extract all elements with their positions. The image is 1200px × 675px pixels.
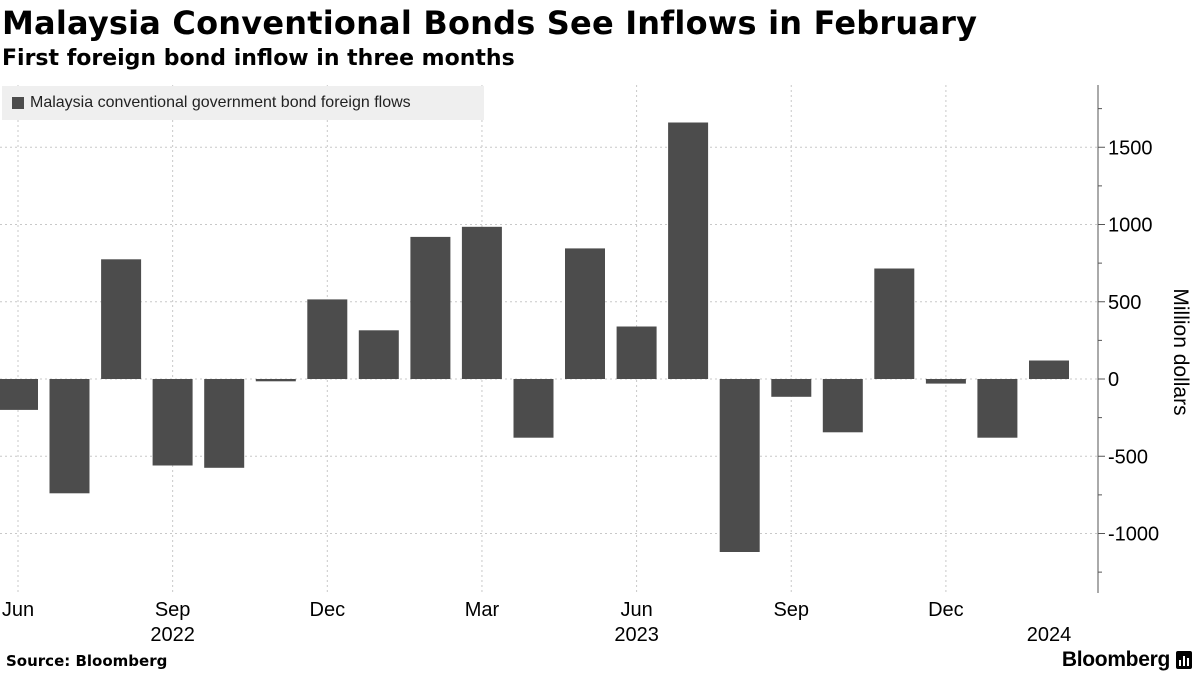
bar-jun-2022 — [0, 379, 38, 410]
bar-jan-2024 — [977, 379, 1018, 438]
bar-sep-2022 — [152, 379, 193, 466]
x-year-label: 2023 — [614, 624, 659, 646]
y-tick-label: 1500 — [1108, 137, 1153, 159]
x-tick-label: Dec — [310, 599, 346, 621]
x-year-label: 2022 — [150, 624, 195, 646]
brand-wordmark: Bloomberg — [1061, 648, 1170, 671]
bar-jan-2023 — [358, 330, 399, 379]
bar-may-2023 — [565, 248, 605, 379]
x-tick-label: Dec — [928, 599, 964, 621]
bar-aug-2023 — [719, 379, 760, 552]
bar-jul-2022 — [49, 379, 90, 494]
bar-aug-2022 — [101, 259, 142, 379]
x-tick-label: Mar — [465, 599, 500, 621]
x-tick-label: Sep — [773, 599, 809, 621]
x-year-label: 2024 — [1027, 624, 1072, 646]
bar-sep-2023 — [771, 379, 812, 397]
legend-label: Malaysia conventional government bond fo… — [30, 94, 411, 111]
bar-oct-2023 — [822, 379, 863, 433]
bar-jun-2023 — [616, 326, 657, 379]
bar-nov-2023 — [874, 268, 915, 379]
bar-nov-2022 — [255, 379, 296, 382]
legend-swatch — [12, 97, 24, 109]
y-axis-label: Million dollars — [1169, 288, 1192, 415]
y-tick-label: -1000 — [1108, 524, 1159, 546]
legend: Malaysia conventional government bond fo… — [2, 86, 484, 120]
bar-feb-2024 — [1029, 360, 1069, 379]
bars — [0, 122, 1069, 552]
bar-feb-2023 — [410, 236, 451, 379]
bar-jul-2023 — [668, 122, 709, 379]
grid-lines — [0, 85, 1098, 593]
bar-apr-2023 — [513, 379, 554, 438]
bloomberg-logo-icon — [1176, 651, 1192, 669]
x-tick-label: Jun — [620, 599, 652, 621]
bar-dec-2022 — [307, 299, 348, 379]
y-tick-label: -500 — [1108, 446, 1148, 468]
chart-subtitle: First foreign bond inflow in three month… — [2, 46, 515, 71]
chart-title: Malaysia Conventional Bonds See Inflows … — [2, 4, 978, 42]
bar-dec-2023 — [925, 379, 966, 384]
brand-logo: Bloomberg — [1062, 648, 1192, 672]
y-tick-label: 500 — [1108, 292, 1141, 314]
axes — [1097, 85, 1105, 593]
bar-oct-2022 — [204, 379, 245, 468]
y-tick-label: 1000 — [1108, 215, 1153, 237]
x-tick-label: Jun — [2, 599, 34, 621]
tick-labels: -1000 -500 0 500 1000 1500 Jun Sep 2022 Dec Mar Jun… — [2, 137, 1159, 646]
x-tick-label: Sep — [155, 599, 191, 621]
source-note: Source: Bloomberg — [6, 652, 168, 670]
y-tick-label: 0 — [1108, 369, 1119, 391]
bar-mar-2023 — [461, 226, 502, 379]
